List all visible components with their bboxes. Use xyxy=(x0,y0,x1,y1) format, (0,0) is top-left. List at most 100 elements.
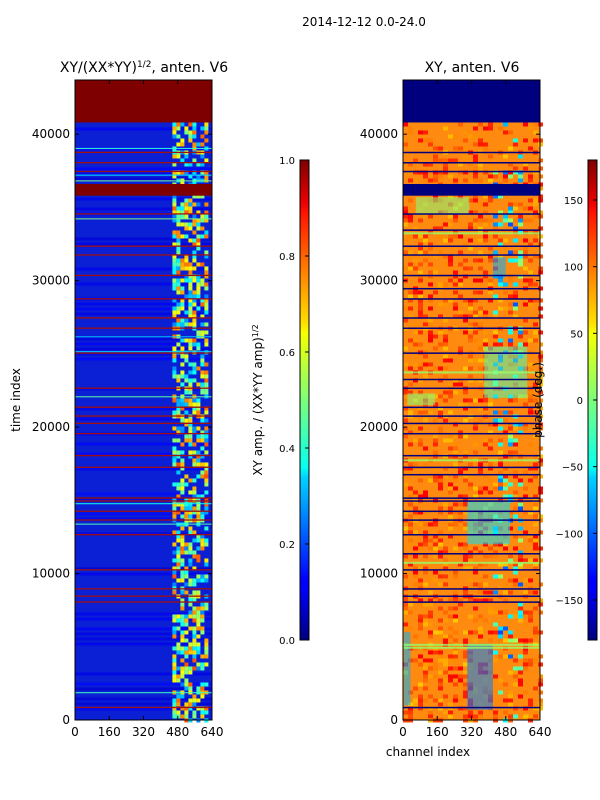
phase-cell xyxy=(418,242,423,247)
phase-cell xyxy=(528,242,533,247)
amp-flag-line xyxy=(75,422,212,425)
phase-cell xyxy=(413,178,418,183)
phase-cell xyxy=(473,178,478,183)
phase-cell xyxy=(463,526,468,531)
phase-cell xyxy=(498,610,503,615)
phase-cell xyxy=(483,590,488,595)
phase-cell xyxy=(498,210,503,215)
amp-cell xyxy=(176,426,181,431)
phase-cell xyxy=(438,250,443,255)
phase-cell xyxy=(533,334,538,339)
phase-cell xyxy=(403,554,408,559)
amp-cell xyxy=(176,534,181,539)
amp-cell xyxy=(192,462,197,467)
phase-cell xyxy=(508,438,513,443)
phase-cell xyxy=(513,442,518,447)
amp-cell xyxy=(184,322,189,327)
phase-patch xyxy=(492,257,506,278)
phase-cell xyxy=(473,238,478,243)
phase-cell xyxy=(468,298,473,303)
amp-cell xyxy=(192,398,197,403)
phase-cell xyxy=(463,402,468,407)
phase-cell xyxy=(493,714,498,719)
phase-cell xyxy=(463,650,468,655)
amp-cell xyxy=(188,278,193,283)
amp-cell xyxy=(196,622,201,627)
amp-noise-row xyxy=(75,342,212,346)
phase-cell xyxy=(418,582,423,587)
phase-cell xyxy=(483,218,488,223)
amp-cell xyxy=(176,250,181,255)
phase-cell xyxy=(463,466,468,471)
phase-cell xyxy=(463,398,468,403)
amp-cell xyxy=(192,590,197,595)
phase-cell xyxy=(533,282,538,287)
phase-cell xyxy=(508,202,513,207)
phase-cell xyxy=(508,274,513,279)
amp-cell xyxy=(188,666,193,671)
phase-cell xyxy=(453,546,458,551)
amp-cell xyxy=(200,382,205,387)
phase-cell xyxy=(443,574,448,579)
amp-cell xyxy=(200,214,205,219)
phase-cell xyxy=(493,234,498,239)
phase-cell xyxy=(478,214,483,219)
phase-cell xyxy=(443,318,448,323)
phase-cell xyxy=(418,702,423,707)
phase-cell xyxy=(448,654,453,659)
phase-cell xyxy=(478,162,483,167)
phase-cell xyxy=(403,510,408,515)
amp-cell xyxy=(180,482,185,487)
phase-cell xyxy=(443,358,448,363)
phase-cell xyxy=(523,494,528,499)
phase-cell xyxy=(528,338,533,343)
amp-cell xyxy=(192,578,197,583)
phase-cell xyxy=(403,426,408,431)
amp-cell xyxy=(204,482,209,487)
phase-cell xyxy=(473,338,478,343)
phase-cell xyxy=(408,714,413,719)
phase-cell xyxy=(468,354,473,359)
amp-cell xyxy=(204,418,209,423)
phase-cell xyxy=(403,482,408,487)
amp-cell xyxy=(176,302,181,307)
phase-flag-line xyxy=(403,387,540,390)
amp-cell xyxy=(188,670,193,675)
phase-cell xyxy=(413,438,418,443)
amp-cell xyxy=(192,378,197,383)
phase-cell xyxy=(498,438,503,443)
amp-cell xyxy=(200,370,205,375)
x-tick-label: 160 xyxy=(426,725,449,739)
phase-cell xyxy=(448,486,453,491)
amp-cell xyxy=(184,266,189,271)
phase-cell xyxy=(423,162,428,167)
phase-cell xyxy=(438,530,443,535)
phase-cell xyxy=(508,278,513,283)
phase-cell xyxy=(508,218,513,223)
amp-cell xyxy=(196,234,201,239)
phase-cell xyxy=(418,246,423,251)
amp-cell xyxy=(196,494,201,499)
amp-cell xyxy=(188,702,193,707)
phase-cell xyxy=(443,670,448,675)
phase-cell xyxy=(473,398,478,403)
amp-cell xyxy=(204,542,209,547)
phase-cell xyxy=(523,530,528,535)
phase-band-row xyxy=(403,643,540,646)
amp-cell xyxy=(176,410,181,415)
phase-cell xyxy=(528,218,533,223)
phase-cell xyxy=(513,238,518,243)
phase-cell xyxy=(528,442,533,447)
phase-cell xyxy=(473,566,478,571)
phase-cell xyxy=(403,434,408,439)
amp-cell xyxy=(204,426,209,431)
amp-cell xyxy=(176,618,181,623)
phase-cell xyxy=(468,222,473,227)
amp-cell xyxy=(172,626,177,631)
amp-flag-row xyxy=(75,523,212,525)
amp-cell xyxy=(180,370,185,375)
phase-cell xyxy=(443,166,448,171)
phase-cell xyxy=(418,278,423,283)
phase-cell xyxy=(528,362,533,367)
amp-cell xyxy=(180,202,185,207)
